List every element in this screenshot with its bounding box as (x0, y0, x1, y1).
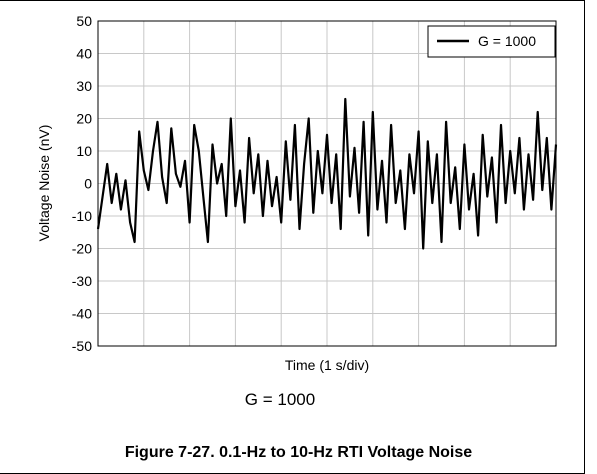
y-tick-label: -20 (72, 241, 92, 257)
y-tick-label: 30 (76, 78, 92, 94)
y-tick-label: 0 (84, 176, 92, 192)
x-axis-title: Time (1 s/div) (285, 357, 369, 373)
plot-area-border (97, 20, 557, 347)
legend-label: G = 1000 (478, 33, 536, 49)
sub-caption: G = 1000 (244, 390, 316, 409)
y-tick-label: 50 (76, 13, 92, 29)
y-tick-label: -30 (72, 273, 92, 289)
legend: G = 1000 (427, 25, 556, 58)
noise-series-line (96, 97, 558, 250)
y-tick-label: 40 (76, 46, 92, 62)
y-tick-labels: 50 40 30 20 10 0 -10 -20 -30 -40 -50 (72, 13, 92, 354)
y-tick-label: -40 (72, 306, 92, 322)
y-tick-label: -10 (72, 208, 92, 224)
y-tick-label: 20 (76, 111, 92, 127)
figure-caption: Figure 7-27. 0.1-Hz to 10-Hz RTI Voltage… (124, 444, 473, 461)
y-tick-label: 10 (76, 143, 92, 159)
y-axis-title: Voltage Noise (nV) (36, 125, 52, 242)
y-tick-label: -50 (72, 338, 92, 354)
